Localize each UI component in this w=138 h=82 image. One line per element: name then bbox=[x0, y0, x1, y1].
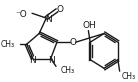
Text: N: N bbox=[45, 15, 51, 24]
Text: CH₃: CH₃ bbox=[60, 66, 75, 75]
Text: N: N bbox=[48, 56, 55, 65]
Text: CH₃: CH₃ bbox=[1, 40, 15, 49]
Text: N: N bbox=[29, 56, 35, 65]
Text: OH: OH bbox=[82, 21, 96, 30]
Text: ⁺: ⁺ bbox=[45, 12, 49, 21]
Text: O: O bbox=[56, 5, 63, 14]
Text: O: O bbox=[69, 38, 76, 47]
Text: ⁻O: ⁻O bbox=[15, 10, 27, 19]
Text: CH₃: CH₃ bbox=[121, 72, 136, 81]
